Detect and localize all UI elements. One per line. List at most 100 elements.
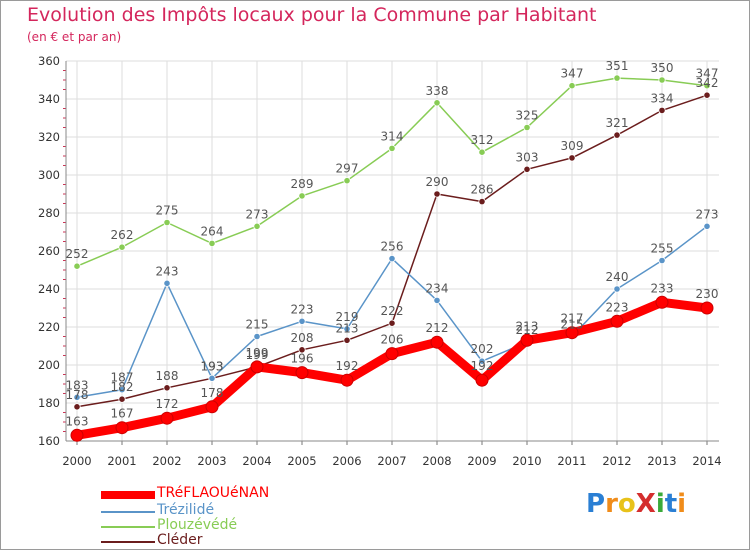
proxiti-logo: ProXiti [586, 489, 686, 519]
data-point-cleder [613, 131, 621, 139]
data-label-plouzevede: 312 [471, 133, 494, 147]
data-point-cleder [298, 346, 306, 354]
x-tick-label: 2004 [242, 454, 271, 468]
data-label-treflaouenan: 192 [471, 359, 494, 373]
y-tick-label: 300 [38, 168, 60, 182]
data-point-plouzevede [568, 82, 576, 90]
data-point-trezilide [658, 256, 666, 265]
data-label-treflaouenan: 196 [291, 352, 314, 366]
data-point-plouzevede [298, 192, 306, 200]
data-label-treflaouenan: 212 [426, 321, 449, 335]
legend-swatch-cleder [101, 541, 155, 543]
data-point-plouzevede [478, 148, 486, 156]
y-tick-label: 200 [38, 358, 60, 372]
data-point-plouzevede [253, 222, 261, 230]
data-point-trezilide [298, 317, 306, 325]
data-point-trezilide [73, 393, 81, 401]
chart-title: Evolution des Impôts locaux pour la Comm… [27, 4, 597, 26]
data-label-trezilide: 219 [336, 310, 359, 324]
data-point-cleder [118, 395, 126, 403]
data-point-plouzevede [118, 243, 126, 251]
data-point-treflaouenan [385, 347, 399, 361]
data-label-trezilide: 183 [66, 378, 89, 392]
data-label-cleder: 321 [606, 116, 629, 130]
data-point-trezilide [433, 296, 441, 304]
data-point-cleder [658, 106, 666, 115]
data-label-treflaouenan: 223 [606, 300, 629, 314]
data-point-trezilide [343, 325, 351, 333]
data-point-treflaouenan [610, 314, 624, 328]
y-tick-label: 160 [38, 434, 60, 448]
data-label-trezilide: 255 [651, 242, 674, 256]
x-tick-label: 2011 [557, 454, 586, 468]
data-point-cleder [73, 403, 81, 411]
data-point-trezilide [163, 279, 171, 287]
data-point-cleder [478, 198, 486, 206]
data-label-trezilide: 212 [516, 323, 539, 337]
data-label-cleder: 222 [381, 304, 404, 318]
x-tick-label: 2003 [197, 454, 226, 468]
data-point-treflaouenan [115, 421, 129, 435]
y-tick-label: 260 [38, 244, 60, 258]
x-tick-label: 2008 [422, 454, 451, 468]
data-point-cleder [388, 319, 396, 327]
data-point-treflaouenan [430, 335, 444, 349]
data-label-trezilide: 193 [201, 359, 224, 373]
legend-swatch-trflaounan [101, 491, 155, 499]
data-label-treflaouenan: 192 [336, 359, 359, 373]
data-point-treflaouenan [655, 295, 669, 309]
data-label-treflaouenan: 178 [201, 386, 224, 400]
data-label-cleder: 303 [516, 150, 539, 164]
data-label-plouzevede: 314 [381, 129, 404, 143]
data-label-cleder: 208 [291, 331, 314, 345]
data-point-cleder [568, 154, 576, 162]
legend-label-trzilid: Trézilidé [157, 502, 215, 518]
data-label-trezilide: 202 [471, 342, 494, 356]
data-label-plouzevede: 262 [111, 228, 134, 242]
logo-letter: i [677, 489, 687, 519]
data-point-plouzevede [208, 239, 216, 247]
data-label-trezilide: 240 [606, 270, 629, 284]
data-point-plouzevede [433, 99, 441, 107]
data-label-treflaouenan: 163 [66, 414, 89, 428]
data-labels: 252 262 275 264 273 289 297 314 338 312 325 347 351 3… [66, 59, 719, 428]
data-label-cleder: 188 [156, 369, 179, 383]
chart-subtitle: (en € et par an) [27, 30, 122, 44]
y-tick-label: 340 [38, 92, 60, 106]
data-point-plouzevede [343, 177, 351, 185]
legend-swatch-plouzvd [101, 526, 155, 528]
data-label-treflaouenan: 213 [516, 319, 539, 333]
data-point-treflaouenan [160, 411, 174, 425]
x-tick-label: 2014 [692, 454, 721, 468]
data-label-trezilide: 223 [291, 302, 314, 316]
data-label-plouzevede: 347 [696, 67, 719, 81]
data-point-trezilide [118, 386, 126, 394]
data-label-cleder: 199 [246, 348, 269, 362]
data-label-cleder: 334 [651, 91, 674, 105]
data-label-trezilide: 243 [156, 264, 179, 278]
x-tick-label: 2001 [107, 454, 136, 468]
x-tick-label: 2009 [467, 454, 496, 468]
data-label-plouzevede: 264 [201, 224, 224, 238]
x-tick-label: 2010 [512, 454, 541, 468]
data-label-trezilide: 256 [381, 240, 404, 254]
x-tick-label: 2000 [62, 454, 91, 468]
data-point-treflaouenan [565, 326, 579, 340]
data-label-plouzevede: 297 [336, 162, 359, 176]
legend-swatch-trzilid [101, 511, 155, 513]
data-label-plouzevede: 338 [426, 84, 449, 98]
data-label-cleder: 193 [201, 359, 224, 373]
data-label-trezilide: 187 [111, 371, 134, 385]
x-tick-label: 2007 [377, 454, 406, 468]
x-tick-label: 2012 [602, 454, 631, 468]
data-label-plouzevede: 347 [561, 67, 584, 81]
data-label-plouzevede: 325 [516, 109, 539, 123]
data-label-treflaouenan: 167 [111, 407, 134, 421]
data-point-trezilide [208, 374, 216, 382]
data-label-plouzevede: 273 [246, 207, 269, 221]
logo-letter: P [586, 489, 606, 519]
y-tick-label: 280 [38, 206, 60, 220]
legend-label-cleder: Cléder [157, 532, 203, 548]
